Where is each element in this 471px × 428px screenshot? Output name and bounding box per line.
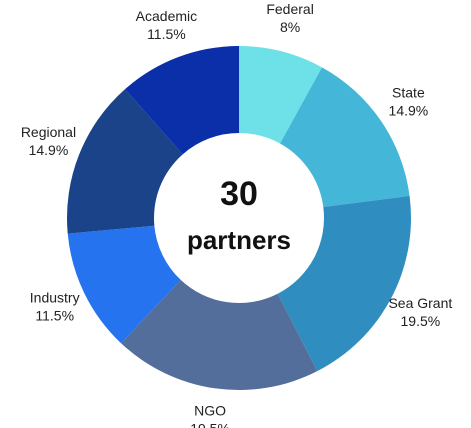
slice xyxy=(277,195,411,372)
slice-name: State xyxy=(392,84,425,100)
center-label: partners xyxy=(187,225,291,255)
slice-name: Federal xyxy=(266,1,313,17)
slice-value: 19.5% xyxy=(190,421,230,428)
slice-name: Sea Grant xyxy=(388,295,452,311)
slice-value: 19.5% xyxy=(401,313,441,329)
slice xyxy=(280,67,410,208)
slice xyxy=(67,225,181,344)
slice-value: 8% xyxy=(280,19,300,35)
slice-value: 14.9% xyxy=(389,102,429,118)
slice xyxy=(67,89,183,234)
slice-name: Regional xyxy=(21,124,76,140)
slice xyxy=(239,46,323,144)
center-value: 30 xyxy=(220,175,258,213)
slice-name: NGO xyxy=(194,403,226,419)
slice-name: Industry xyxy=(30,289,80,305)
slice-value: 14.9% xyxy=(29,142,69,158)
slice-value: 11.5% xyxy=(35,307,74,323)
slice xyxy=(125,46,239,155)
slice-value: 11.5% xyxy=(147,26,186,42)
slice-name: Academic xyxy=(136,8,197,24)
slice xyxy=(121,279,318,391)
